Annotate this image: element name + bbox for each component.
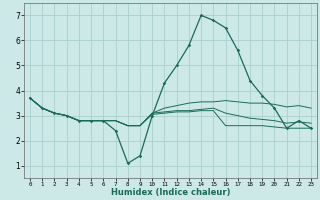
X-axis label: Humidex (Indice chaleur): Humidex (Indice chaleur) (111, 188, 230, 197)
